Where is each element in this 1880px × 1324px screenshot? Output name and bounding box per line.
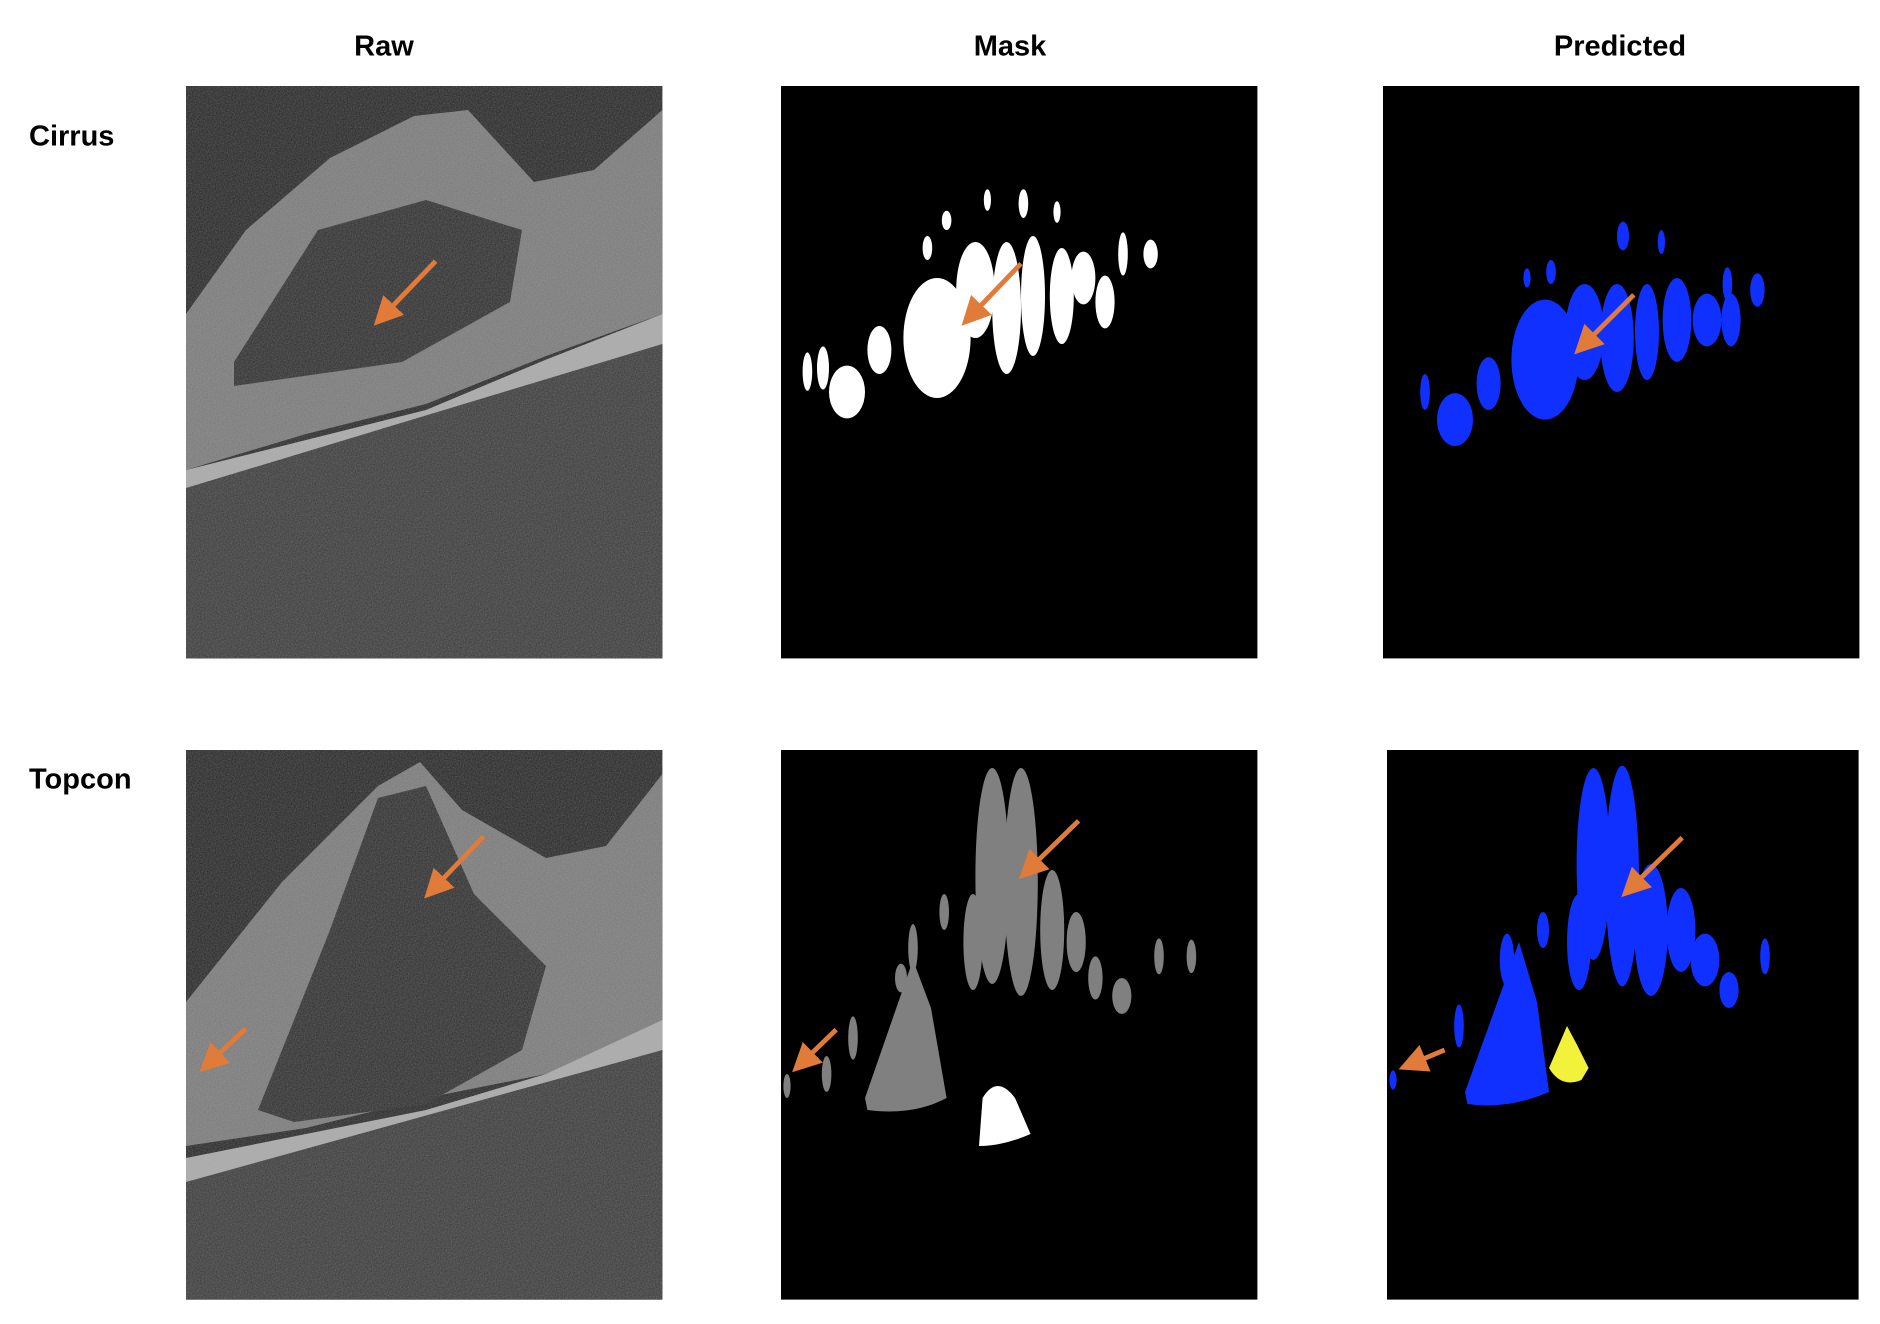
row-label: Topcon	[29, 764, 132, 796]
row-label: Cirrus	[29, 121, 114, 153]
mask-image	[781, 750, 1258, 1300]
raw-image	[186, 86, 663, 659]
predicted-image	[1383, 86, 1860, 659]
column-header: Mask	[974, 31, 1047, 63]
predicted-image	[1387, 750, 1859, 1300]
raw-image	[186, 750, 663, 1300]
column-header: Predicted	[1554, 31, 1686, 63]
column-header: Raw	[354, 31, 414, 63]
mask-image	[781, 86, 1258, 659]
